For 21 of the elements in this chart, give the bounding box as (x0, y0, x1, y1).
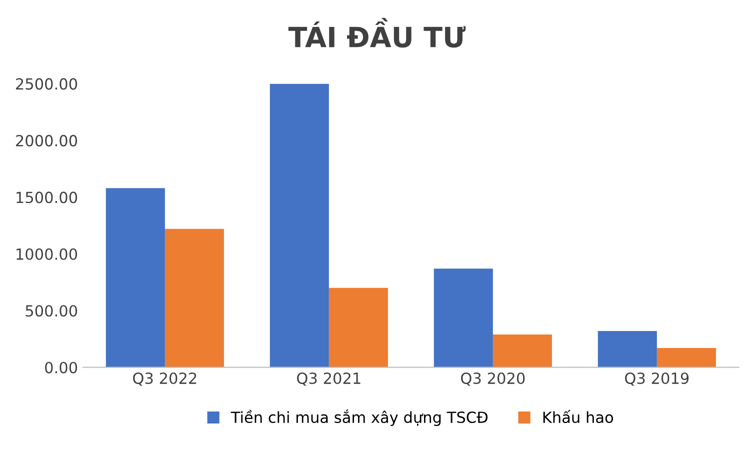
bar (328, 288, 388, 368)
bar (656, 348, 716, 368)
y-tick-label: 2500.00 (16, 78, 78, 90)
bar (492, 334, 552, 368)
chart-title: TÁI ĐẦU TƯ (288, 18, 466, 48)
legend-label: Khấu hao (543, 410, 614, 424)
y-tick-label: 2000.00 (16, 134, 78, 146)
y-tick-label: 0.00 (45, 362, 78, 374)
legend-label: Tiền chi mua sắm xây dựng TSCĐ (230, 409, 488, 426)
x-tick-label: Q3 2021 (297, 372, 360, 386)
y-tick-label: 1000.00 (16, 248, 78, 260)
bar (598, 331, 657, 368)
bar (164, 228, 224, 368)
x-tick-label: Q3 2020 (461, 372, 525, 386)
bar (270, 84, 329, 368)
x-tick-label: Q3 2022 (133, 372, 196, 386)
y-tick-label: 1500.00 (16, 192, 78, 204)
y-tick-label: 500.00 (26, 305, 78, 317)
bar (434, 268, 493, 368)
bar (106, 188, 165, 368)
x-tick-label: Q3 2019 (625, 372, 689, 386)
